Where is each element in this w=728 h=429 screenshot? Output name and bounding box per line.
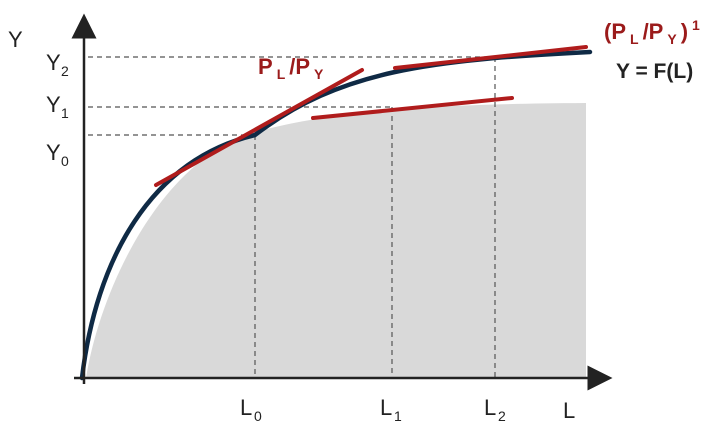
y-tick-y0-main: Y — [46, 140, 61, 165]
slope-label-prime-open: (P — [604, 19, 626, 44]
y-tick-y0: Y 0 — [46, 140, 69, 169]
function-label: Y = F(L) — [616, 60, 693, 83]
y-tick-y1-main: Y — [46, 92, 61, 117]
x-tick-l0-sub: 0 — [254, 408, 262, 424]
shaded-region — [86, 103, 586, 378]
slope-label-prime-sub-y: Y — [667, 31, 677, 47]
slope-label-sep: /P — [289, 54, 310, 79]
x-axis-label: L — [563, 398, 575, 423]
guide-lines — [88, 56, 496, 378]
tangent-lines — [154, 45, 588, 187]
x-tick-l2-sub: 2 — [498, 408, 506, 424]
x-tick-l1-main: L — [380, 395, 392, 420]
tangent-at-l1 — [311, 96, 514, 120]
slope-label-prime-sup: 1 — [692, 17, 700, 33]
slope-label-prime-sub-l: L — [630, 31, 639, 47]
y-tick-y2: Y 2 — [46, 50, 69, 79]
y-tick-y0-sub: 0 — [61, 153, 69, 169]
x-tick-l0: L 0 — [240, 395, 262, 424]
slope-label-prime-close: ) — [681, 19, 688, 44]
x-tick-l2-main: L — [484, 395, 496, 420]
y-tick-y1: Y 1 — [46, 92, 69, 121]
x-tick-l0-main: L — [240, 395, 252, 420]
tangent-at-l2 — [393, 45, 588, 70]
slope-label-p: P — [258, 54, 273, 79]
slope-label-sub-l: L — [277, 66, 286, 82]
slope-label-prime-sep: /P — [643, 19, 664, 44]
tangent-at-l0 — [154, 68, 364, 187]
slope-label: P L /P Y — [258, 54, 324, 83]
x-tick-l2: L 2 — [484, 395, 506, 424]
y-tick-y1-sub: 1 — [61, 105, 69, 121]
x-tick-l1-sub: 1 — [394, 408, 402, 424]
y-tick-y2-sub: 2 — [61, 63, 69, 79]
y-axis-label: Y — [8, 27, 23, 52]
x-tick-l1: L 1 — [380, 395, 402, 424]
y-tick-y2-main: Y — [46, 50, 61, 75]
slope-label-sub-y: Y — [314, 66, 324, 82]
slope-label-prime: (P L /P Y ) 1 — [604, 17, 700, 48]
